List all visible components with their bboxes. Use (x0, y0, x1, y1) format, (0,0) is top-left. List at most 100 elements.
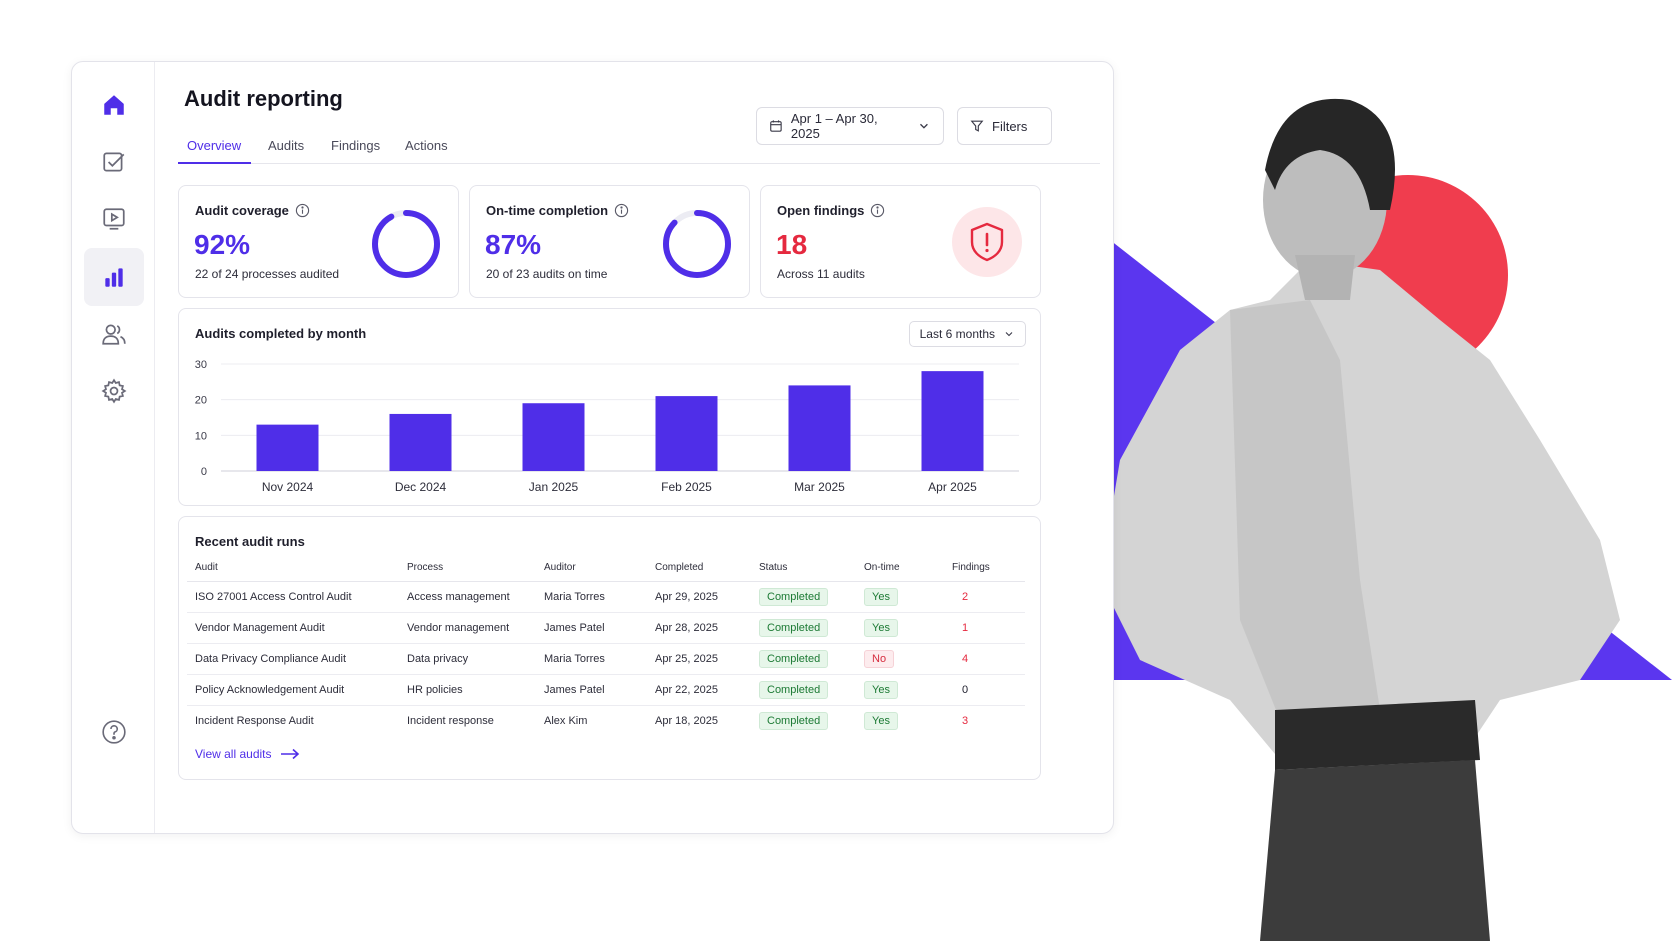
kpi-value: 92% (194, 229, 251, 260)
audit-name: Incident Response Audit (195, 714, 314, 727)
table-row[interactable]: Vendor Management Audit Vendor managemen… (187, 612, 1025, 644)
status-badge: Completed (759, 711, 829, 730)
audit-process: Vendor management (399, 612, 536, 644)
ontime-badge: Yes (864, 680, 898, 699)
y-tick-label: 10 (195, 430, 207, 442)
date-range-label: Apr 1 – Apr 30, 2025 (790, 111, 878, 141)
findings-count: 4 (962, 652, 969, 665)
gear-icon (101, 378, 127, 404)
view-all-audits-link[interactable]: View all audits (195, 747, 300, 761)
chart-title: Audits completed by month (195, 326, 367, 341)
date-range-button[interactable]: Apr 1 – Apr 30, 2025 (756, 107, 944, 145)
audit-auditor: Maria Torres (536, 643, 647, 675)
ontime-cell: Yes (856, 581, 944, 613)
findings-cell: 2 (944, 581, 1025, 613)
bar-chart-icon (105, 268, 123, 287)
x-tick-label: Feb 2025 (661, 480, 712, 494)
column-header[interactable]: Completed (647, 555, 751, 582)
bar-nov-2024[interactable] (256, 424, 319, 471)
calendar-icon (770, 120, 782, 132)
audit-completed-date: Apr 29, 2025 (647, 581, 751, 613)
audits-table: Audit Process Auditor Completed Status O… (187, 555, 1025, 736)
kpi-value: 87% (485, 229, 542, 260)
checklist-icon (103, 152, 125, 172)
sidebar-item-media[interactable] (84, 190, 144, 248)
audit-auditor: James Patel (536, 674, 647, 706)
progress-ring (372, 210, 440, 278)
ontime-cell: No (856, 643, 944, 675)
column-header[interactable]: Process (399, 555, 536, 582)
home-icon (104, 95, 124, 115)
filter-icon (970, 120, 984, 132)
tab-actions[interactable]: Actions (405, 138, 448, 153)
table-row[interactable]: Data Privacy Compliance Audit Data priva… (187, 643, 1025, 675)
sidebar-item-users[interactable] (84, 305, 144, 363)
findings-cell: 1 (944, 612, 1025, 644)
status-badge: Completed (759, 680, 829, 699)
audit-completed-date: Apr 18, 2025 (655, 714, 718, 727)
sidebar-item-reports[interactable] (84, 248, 144, 306)
active-tab-indicator (178, 162, 251, 164)
findings-cell: 0 (944, 674, 1025, 706)
kpi-card-findings: Open findings 18 Across 11 audits (760, 185, 1041, 298)
x-tick-label: Jan 2025 (529, 480, 579, 494)
info-icon[interactable] (295, 203, 310, 218)
audit-completed-date: Apr 25, 2025 (647, 643, 751, 675)
bar-apr-2025[interactable] (921, 371, 984, 471)
sidebar-item-settings[interactable] (84, 362, 144, 420)
recent-audits-title: Recent audit runs (195, 534, 305, 549)
main-content: Audit reporting Apr 1 – Apr 30, 2025 Fil… (156, 62, 1113, 833)
audit-name: Data Privacy Compliance Audit (187, 643, 399, 675)
kpi-card-ontime: On-time completion 87% 20 of 23 audits o… (469, 185, 750, 298)
audit-name: Vendor Management Audit (187, 612, 399, 644)
bar-feb-2025[interactable] (655, 396, 718, 471)
sidebar-item-help[interactable] (84, 703, 144, 761)
status-badge: Completed (759, 649, 829, 668)
tab-overview[interactable]: Overview (187, 138, 242, 153)
column-header[interactable]: Findings (944, 555, 1025, 582)
audit-process: HR policies (399, 674, 536, 706)
column-header[interactable]: Status (751, 555, 856, 582)
kpi-value: 18 (776, 229, 808, 260)
tab-audits[interactable]: Audits (268, 138, 305, 153)
sidebar-item-home[interactable] (84, 76, 144, 134)
table-row[interactable]: Incident Response Audit Incident respons… (187, 705, 1025, 736)
ontime-cell: Yes (856, 674, 944, 706)
bar-jan-2025[interactable] (522, 403, 585, 471)
progress-ring (663, 210, 731, 278)
table-header-row: Audit Process Auditor Completed Status O… (187, 555, 1025, 582)
ontime-cell: Yes (856, 612, 944, 644)
audit-completed-date: Apr 28, 2025 (647, 612, 751, 644)
sidebar-item-audits[interactable] (84, 133, 144, 191)
bar-mar-2025[interactable] (788, 385, 851, 471)
person-figure (1100, 98, 1620, 941)
status-cell: Completed (751, 581, 856, 613)
ontime-badge: Yes (864, 618, 898, 637)
shield-alert-icon (952, 207, 1022, 277)
kpi-subtext: 22 of 24 processes audited (195, 267, 340, 281)
status-badge: Completed (759, 618, 829, 637)
bar-dec-2024[interactable] (389, 413, 452, 471)
ontime-badge: Yes (864, 711, 898, 730)
x-tick-label: Dec 2024 (395, 480, 447, 494)
chevron-down-icon (1005, 332, 1013, 337)
info-icon[interactable] (870, 203, 885, 218)
column-header[interactable]: Audit (187, 555, 399, 582)
range-select[interactable]: Last 6 months (908, 321, 1026, 347)
column-header[interactable]: Auditor (536, 555, 647, 582)
kpi-subtext: 20 of 23 audits on time (486, 267, 608, 281)
y-tick-label: 20 (195, 395, 207, 407)
bar-chart: 0 10 20 30 Nov 2024 Dec 2024 Jan 2025 Feb 2025 M… (195, 359, 1019, 494)
table-row[interactable]: Policy Acknowledgement Audit HR policies… (187, 674, 1025, 706)
table-row[interactable]: ISO 27001 Access Control Audit Access ma… (187, 581, 1025, 613)
column-header[interactable]: On-time (856, 555, 944, 582)
tab-findings[interactable]: Findings (331, 138, 381, 153)
kpi-label-text: Audit coverage (195, 203, 289, 218)
filters-button[interactable]: Filters (957, 107, 1052, 145)
view-all-label: View all audits (195, 747, 272, 761)
info-icon[interactable] (614, 203, 629, 218)
y-tick-label: 30 (195, 359, 207, 371)
kpi-subtext: Across 11 audits (777, 267, 865, 281)
findings-count: 3 (962, 714, 969, 727)
